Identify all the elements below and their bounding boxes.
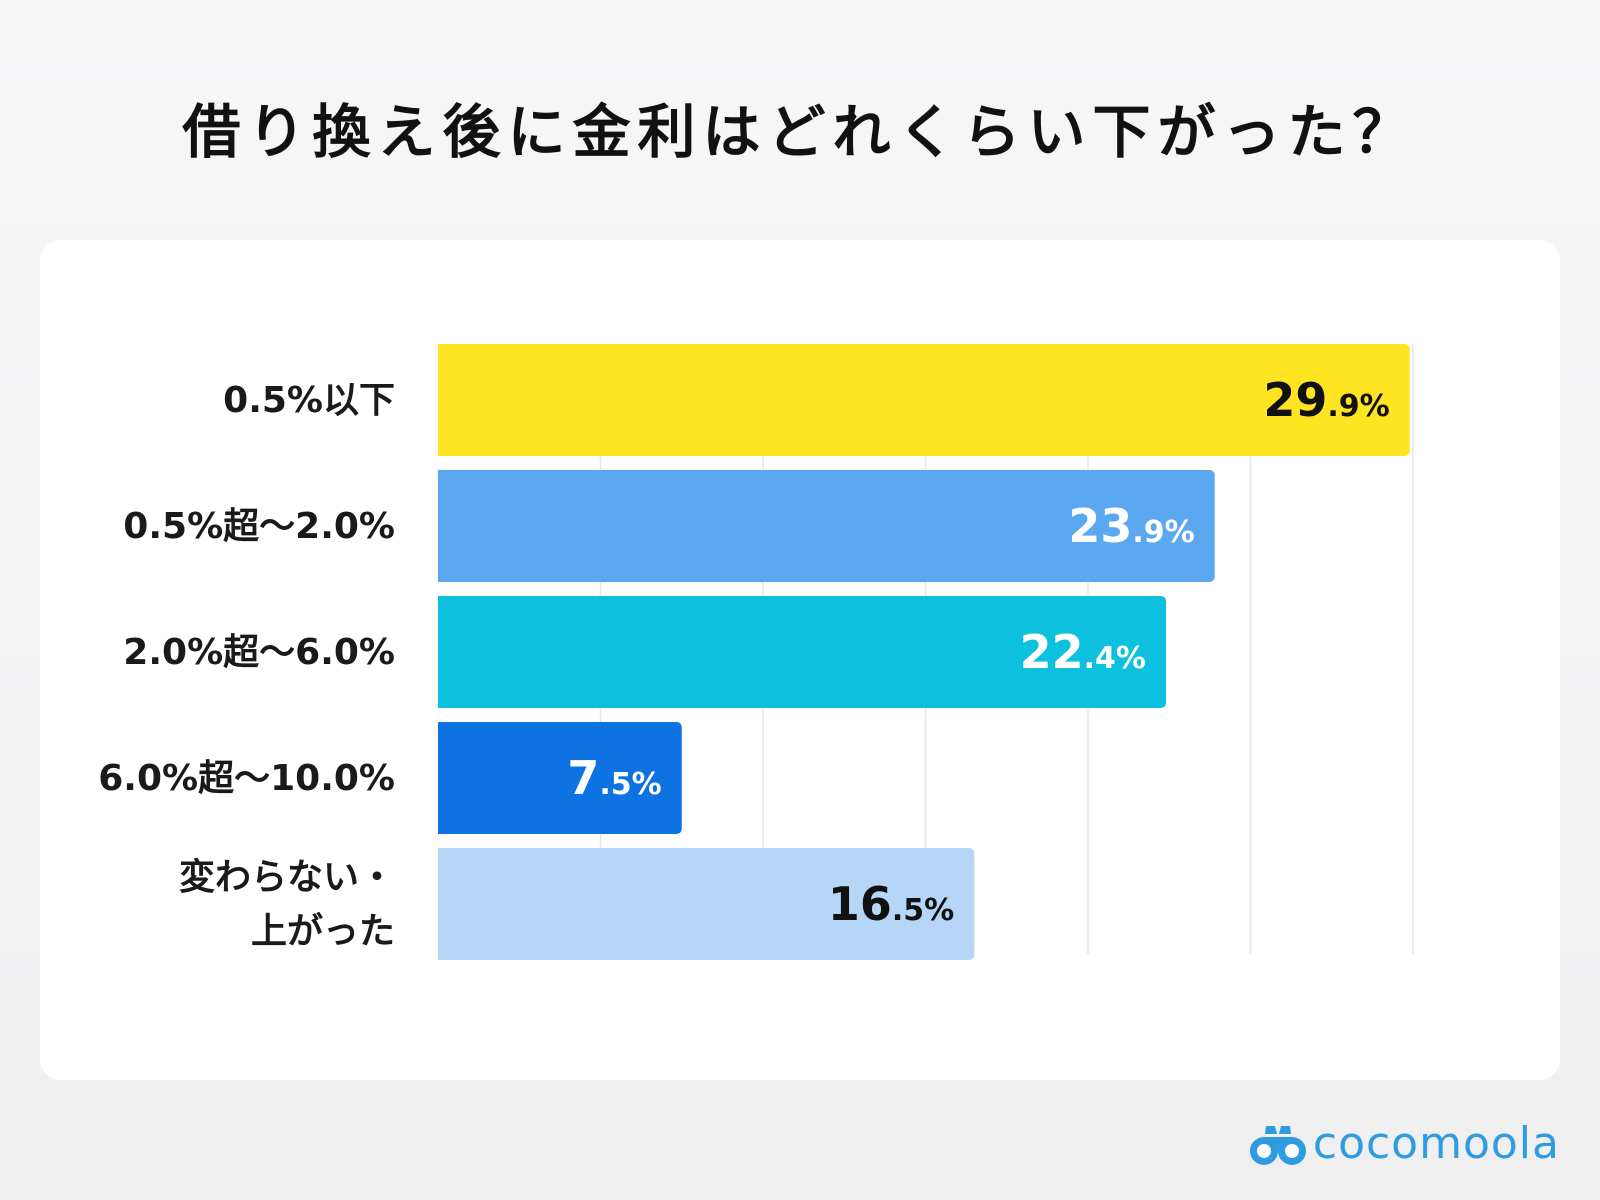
value-label-2: 22.4% [1020,625,1146,679]
category-label-4-0: 変わらない・ [179,856,395,898]
bar-edge-3 [438,722,446,834]
category-label-0: 0.5%以下 [223,380,395,421]
value-label-3: 7.5% [567,751,661,805]
bar-chart: 0.5%以下 0.5%超～2.0% 2.0%超～6.0% 6.0%超～10.0% 変わら… [98,344,1414,960]
bar-2 [438,596,1166,708]
chart-card: 0.5%以下 0.5%超～2.0% 2.0%超～6.0% 6.0%超～10.0% 変わら… [40,240,1560,1080]
category-label-1: 0.5%超～2.0% [123,506,395,547]
category-labels: 0.5%以下 0.5%超～2.0% 2.0%超～6.0% 6.0%超～10.0% 変わら… [98,380,395,952]
bar-4 [438,848,975,960]
bar-edge-2 [438,596,446,708]
bars [438,344,1410,960]
bar-1 [438,470,1215,582]
category-label-4-1: 上がった [251,911,395,952]
category-label-2: 2.0%超～6.0% [123,632,395,673]
chart-title: 借り換え後に金利はどれくらい下がった？ [182,98,1418,166]
binoculars-icon [1249,1126,1306,1165]
brand-name: cocomoola [1312,1118,1560,1169]
value-label-0: 29.9% [1263,373,1389,427]
bar-edge-0 [438,344,446,456]
value-label-1: 23.9% [1068,499,1194,553]
bar-edge-1 [438,470,446,582]
value-label-4: 16.5% [828,877,954,931]
bar-edge-4 [438,848,446,960]
bar-0 [438,344,1410,456]
bar-3 [438,722,682,834]
category-label-3: 6.0%超～10.0% [98,758,395,799]
brand-logo: cocomoola [1249,1116,1560,1172]
value-labels: 29.9% 23.9% 22.4% 7.5% 16.5% [567,373,1389,931]
